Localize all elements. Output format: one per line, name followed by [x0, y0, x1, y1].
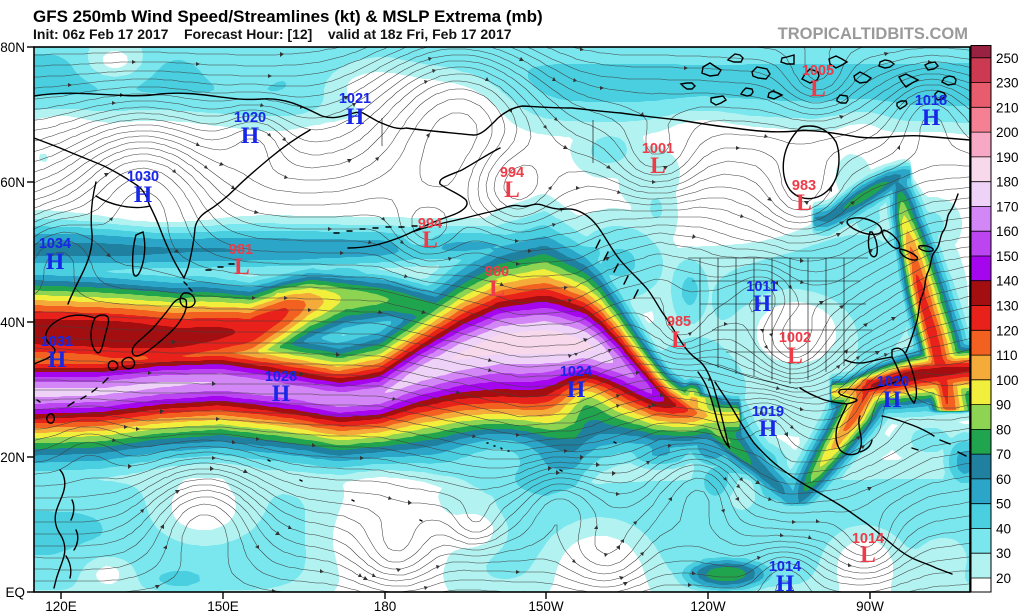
- svg-text:L: L: [787, 343, 803, 369]
- svg-text:170: 170: [996, 199, 1019, 214]
- svg-text:120: 120: [996, 323, 1019, 338]
- svg-text:L: L: [810, 76, 826, 102]
- svg-text:H: H: [241, 123, 259, 149]
- svg-text:140: 140: [996, 274, 1019, 289]
- svg-text:80: 80: [996, 422, 1011, 437]
- svg-text:110: 110: [996, 348, 1018, 363]
- svg-text:1019: 1019: [752, 404, 784, 420]
- svg-text:80N: 80N: [0, 40, 25, 55]
- svg-text:120W: 120W: [690, 599, 726, 612]
- svg-text:70: 70: [996, 447, 1011, 462]
- svg-text:1018: 1018: [915, 93, 947, 109]
- svg-text:994: 994: [500, 165, 524, 181]
- svg-text:L: L: [860, 542, 876, 568]
- svg-text:EQ: EQ: [5, 585, 25, 600]
- svg-text:200: 200: [996, 125, 1019, 140]
- svg-text:1014: 1014: [852, 531, 884, 547]
- svg-text:H: H: [776, 571, 794, 597]
- svg-text:985: 985: [667, 314, 691, 330]
- svg-text:L: L: [796, 190, 812, 216]
- svg-text:H: H: [883, 387, 901, 413]
- svg-text:1028: 1028: [265, 369, 297, 385]
- svg-text:150: 150: [996, 249, 1019, 264]
- svg-text:H: H: [759, 416, 777, 442]
- svg-text:H: H: [48, 347, 66, 373]
- svg-text:1002: 1002: [779, 330, 811, 346]
- svg-text:120E: 120E: [45, 599, 77, 612]
- svg-text:40N: 40N: [0, 315, 25, 330]
- svg-text:130: 130: [996, 299, 1019, 314]
- svg-text:100: 100: [996, 373, 1019, 388]
- svg-text:1031: 1031: [41, 334, 73, 350]
- svg-text:230: 230: [996, 76, 1019, 91]
- svg-text:90W: 90W: [856, 599, 884, 612]
- svg-text:1030: 1030: [127, 169, 159, 185]
- svg-text:180: 180: [374, 599, 397, 612]
- svg-text:994: 994: [418, 216, 442, 232]
- svg-text:1001: 1001: [642, 141, 674, 157]
- svg-text:H: H: [753, 291, 771, 317]
- svg-text:180: 180: [996, 175, 1019, 190]
- svg-text:60: 60: [996, 472, 1011, 487]
- svg-text:150E: 150E: [207, 599, 239, 612]
- svg-text:150W: 150W: [528, 599, 564, 612]
- svg-text:L: L: [489, 276, 505, 302]
- svg-text:20N: 20N: [0, 450, 25, 465]
- svg-text:TROPICALTIDBITS.COM: TROPICALTIDBITS.COM: [778, 25, 968, 43]
- svg-text:50: 50: [996, 497, 1011, 512]
- svg-text:60N: 60N: [0, 175, 25, 190]
- svg-text:Init: 06z Feb 17 2017 Forec: Init: 06z Feb 17 2017 Forecast Hour: [12…: [33, 26, 512, 42]
- svg-text:30: 30: [996, 546, 1011, 561]
- svg-text:1021: 1021: [339, 91, 371, 107]
- svg-text:H: H: [46, 249, 64, 275]
- svg-text:GFS 250mb Wind Speed/Streamlin: GFS 250mb Wind Speed/Streamlines (kt) & …: [33, 7, 543, 26]
- svg-text:20: 20: [996, 571, 1011, 586]
- svg-text:983: 983: [792, 178, 816, 194]
- svg-text:40: 40: [996, 522, 1011, 537]
- svg-text:250: 250: [996, 51, 1019, 66]
- svg-text:1020: 1020: [234, 110, 266, 126]
- svg-text:H: H: [134, 182, 152, 208]
- svg-text:H: H: [567, 377, 585, 403]
- svg-text:L: L: [234, 254, 250, 280]
- svg-text:1024: 1024: [560, 364, 592, 380]
- svg-text:210: 210: [996, 100, 1019, 115]
- svg-text:1011: 1011: [746, 279, 777, 295]
- svg-text:190: 190: [996, 150, 1019, 165]
- svg-text:H: H: [346, 104, 364, 130]
- svg-text:H: H: [272, 381, 290, 407]
- svg-text:1014: 1014: [769, 559, 801, 575]
- svg-text:L: L: [671, 327, 687, 353]
- svg-text:90: 90: [996, 398, 1011, 413]
- svg-text:981: 981: [229, 242, 253, 258]
- svg-text:L: L: [650, 153, 666, 179]
- svg-text:1020: 1020: [877, 374, 909, 390]
- svg-text:1005: 1005: [802, 63, 834, 79]
- svg-text:160: 160: [996, 224, 1019, 239]
- svg-text:L: L: [422, 227, 438, 253]
- svg-text:H: H: [922, 105, 940, 131]
- svg-text:1034: 1034: [39, 236, 71, 252]
- svg-text:L: L: [504, 177, 520, 203]
- svg-text:980: 980: [485, 264, 509, 280]
